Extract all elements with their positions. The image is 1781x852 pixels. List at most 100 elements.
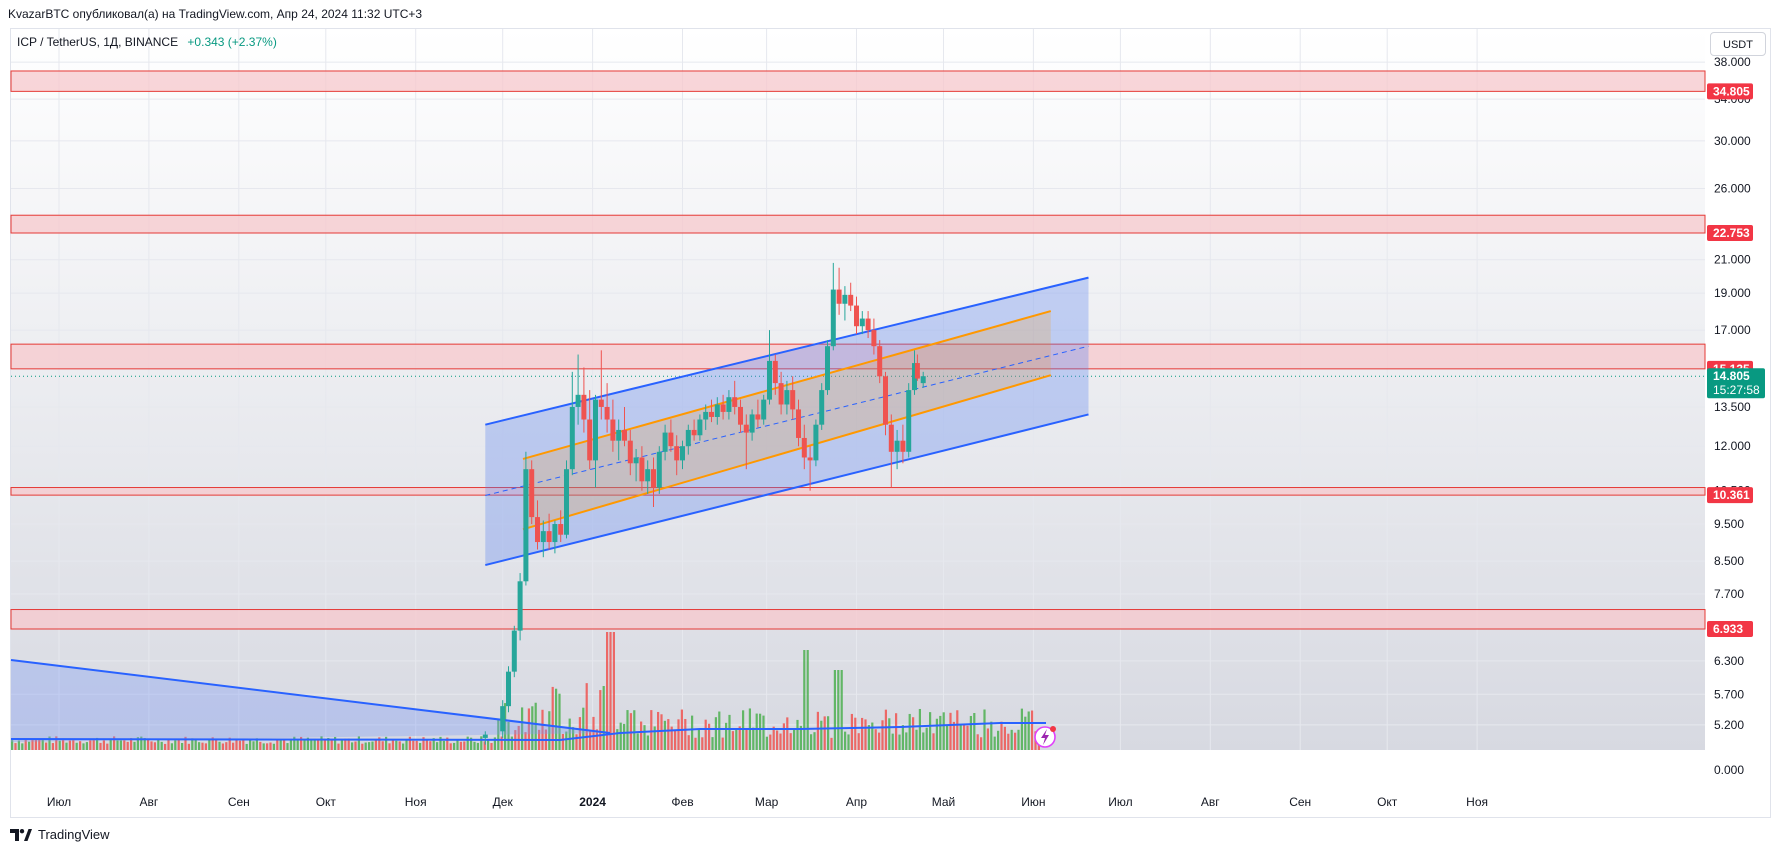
currency-button[interactable]: USDT bbox=[1710, 32, 1766, 56]
zone-price-tag bbox=[1707, 225, 1753, 241]
volume-bar bbox=[167, 739, 170, 750]
flash-icon[interactable] bbox=[1034, 726, 1056, 748]
volume-bar bbox=[850, 713, 853, 750]
candle-body bbox=[714, 404, 720, 417]
volume-bar bbox=[721, 737, 724, 750]
candle-body bbox=[691, 429, 697, 436]
price-tick-label: 13.500 bbox=[1714, 400, 1751, 414]
volume-bar bbox=[952, 721, 955, 750]
volume-bar bbox=[157, 738, 160, 750]
volume-bar bbox=[28, 741, 31, 750]
volume-bar bbox=[92, 739, 95, 750]
price-tick-label: 5.200 bbox=[1714, 718, 1744, 732]
volume-bar bbox=[449, 743, 452, 750]
volume-bar bbox=[949, 712, 952, 750]
candle-body bbox=[749, 414, 755, 433]
volume-bar bbox=[45, 742, 48, 750]
volume-bar bbox=[79, 741, 82, 750]
volume-bar bbox=[334, 736, 337, 750]
volume-bar bbox=[1007, 733, 1010, 750]
zone-price-tag-label: 34.805 bbox=[1713, 84, 1750, 98]
volume-bar bbox=[578, 717, 581, 750]
volume-bar bbox=[119, 740, 122, 750]
volume-bar bbox=[330, 739, 333, 750]
volume-bar bbox=[405, 740, 408, 750]
volume-bar bbox=[796, 719, 799, 750]
volume-bar bbox=[725, 722, 728, 750]
channel-lower-line bbox=[485, 413, 1089, 567]
volume-bar bbox=[337, 743, 340, 750]
volume-bar bbox=[422, 737, 425, 750]
price-tags: 34.80522.75315.13510.3616.93314.80515:27… bbox=[1707, 83, 1765, 637]
volume-bar bbox=[823, 716, 826, 750]
volume-bar bbox=[245, 743, 248, 750]
candle-body bbox=[529, 469, 535, 518]
candle-body bbox=[668, 432, 674, 447]
volume-bar bbox=[844, 731, 847, 750]
candle-body bbox=[807, 457, 813, 461]
volume-bar bbox=[701, 737, 704, 750]
grid bbox=[11, 29, 1705, 750]
symbol-label: ICP / TetherUS, 1Д, BINANCE bbox=[17, 35, 179, 49]
candle-body bbox=[511, 630, 517, 672]
time-tick-label: Фев bbox=[671, 795, 693, 809]
volume-bar bbox=[378, 737, 381, 750]
time-tick-label: Июл bbox=[1108, 795, 1132, 809]
volume-bar bbox=[833, 670, 836, 750]
volume-bar bbox=[1031, 710, 1034, 750]
price-tick-label: 21.000 bbox=[1714, 253, 1751, 267]
volume-bar bbox=[997, 730, 1000, 750]
volume-bar bbox=[228, 737, 231, 750]
volume-bar bbox=[694, 737, 697, 750]
volume-bar bbox=[806, 650, 809, 750]
volume-bar bbox=[327, 737, 330, 750]
volume-bar bbox=[436, 742, 439, 750]
volume-bar bbox=[500, 736, 503, 750]
volume-bar bbox=[31, 738, 34, 750]
volume-bar bbox=[191, 738, 194, 750]
volume-bar bbox=[925, 727, 928, 750]
time-tick-label: Апр bbox=[846, 795, 868, 809]
volume-bar bbox=[813, 732, 816, 750]
volume-bar bbox=[313, 738, 316, 750]
candle-body bbox=[506, 671, 511, 707]
candle-body bbox=[593, 399, 598, 461]
volume-bar bbox=[24, 739, 27, 750]
volume-bar bbox=[41, 739, 44, 750]
volume-bar bbox=[272, 743, 275, 750]
candle-body bbox=[906, 390, 912, 452]
volume-bar bbox=[684, 718, 687, 750]
volume-bar bbox=[303, 740, 306, 750]
candle-body bbox=[825, 346, 830, 391]
price-tick-label: 8.500 bbox=[1714, 554, 1744, 568]
volume-bar bbox=[463, 741, 466, 750]
volume-bar bbox=[354, 741, 357, 750]
zone-price-tag bbox=[1707, 83, 1753, 100]
volume-bar bbox=[153, 742, 156, 750]
volume-bar bbox=[48, 736, 51, 750]
volume-bar bbox=[429, 741, 432, 750]
volume-bar bbox=[402, 743, 405, 750]
candle-body bbox=[871, 330, 877, 347]
volume-bar bbox=[891, 733, 894, 750]
volume-bar bbox=[697, 729, 700, 750]
volume-bar bbox=[956, 710, 959, 750]
volume-bar bbox=[643, 725, 646, 750]
volume-bar bbox=[714, 717, 717, 750]
volume-bar bbox=[793, 728, 796, 750]
candle-body bbox=[778, 383, 784, 405]
volume-bar bbox=[75, 742, 78, 750]
tradingview-logo-icon bbox=[10, 829, 32, 841]
volume-bar bbox=[626, 710, 629, 750]
volume-bar bbox=[592, 716, 595, 750]
candle-body bbox=[639, 457, 645, 482]
candle-body bbox=[796, 409, 801, 438]
volume-bar bbox=[650, 710, 653, 750]
volume-bar bbox=[194, 738, 197, 750]
volume-bar bbox=[507, 722, 510, 750]
volume-bar bbox=[918, 708, 921, 750]
volume-bar bbox=[187, 743, 190, 750]
volume-bar bbox=[238, 740, 241, 750]
volume-bar bbox=[136, 737, 139, 750]
